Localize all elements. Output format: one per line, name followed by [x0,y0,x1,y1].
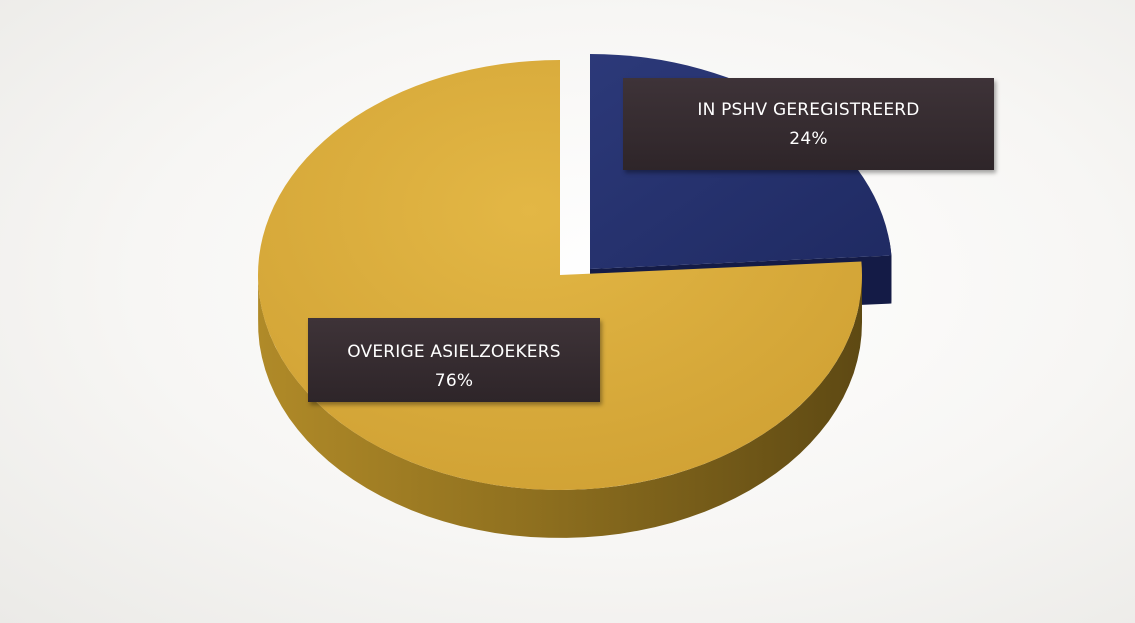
pie-slice-side [258,270,863,538]
slice-label-text: IN PSHV GEREGISTREERD [697,100,920,120]
slice-label-text: OVERIGE ASIELZOEKERS [347,342,561,362]
slice-label-value: 76% [434,371,474,391]
slice-label-in-pshv-geregistreerd: IN PSHV GEREGISTREERD 24% [623,78,994,170]
slice-label-overige-asielzoekers: OVERIGE ASIELZOEKERS 76% [308,318,600,402]
slice-label-value: 24% [789,129,828,149]
